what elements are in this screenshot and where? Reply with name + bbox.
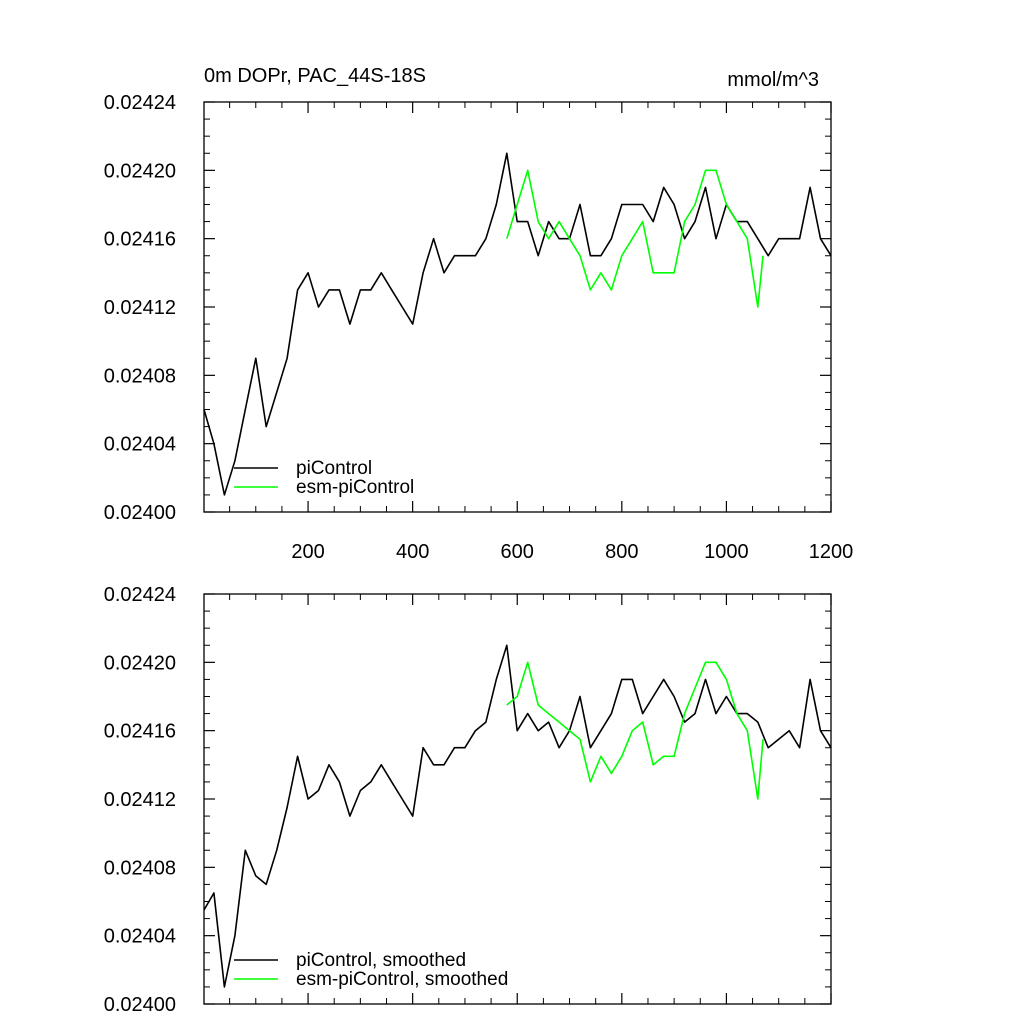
x-tick-label: 600	[501, 541, 534, 563]
legend-label: piControl	[296, 458, 372, 479]
y-tick-label: 0.02400	[104, 994, 176, 1016]
y-tick-label: 0.02424	[104, 584, 176, 606]
units-label: mmol/m^3	[727, 69, 819, 91]
y-tick-label: 0.02420	[104, 160, 176, 182]
y-tick-label: 0.02408	[104, 857, 176, 879]
series-line-esm-picontrol	[506, 169, 764, 308]
legend-label: esm-piControl	[296, 477, 414, 498]
plot-frame	[203, 101, 832, 513]
x-tick-label: 800	[605, 541, 638, 563]
y-tick-label: 0.02404	[104, 926, 176, 948]
y-tick-label: 0.02412	[104, 297, 176, 319]
y-tick-label: 0.02404	[104, 434, 176, 456]
y-tick-label: 0.02420	[104, 652, 176, 674]
x-tick-label: 400	[396, 541, 429, 563]
series-line-picontrol	[203, 644, 832, 988]
y-tick-label: 0.02416	[104, 229, 176, 251]
x-tick-label: 1000	[704, 541, 749, 563]
x-tick-label: 1200	[809, 541, 854, 563]
y-tick-label: 0.02424	[104, 92, 176, 114]
bottom-panel: 0.02400 0.02404 0.02408 0.02412 0.02416 0.024…	[104, 584, 832, 1016]
top-panel: 0m DOPr, PAC_44S-18S mmol/m^3 0.02400 0.0…	[104, 65, 854, 563]
y-tick-label: 0.02416	[104, 721, 176, 743]
chart-title: 0m DOPr, PAC_44S-18S	[204, 65, 426, 87]
x-tick-label: 200	[291, 541, 324, 563]
series-line-esm-picontrol	[506, 661, 764, 800]
y-tick-label: 0.02412	[104, 789, 176, 811]
legend-label: piControl, smoothed	[296, 950, 466, 971]
y-tick-label: 0.02400	[104, 502, 176, 524]
y-tick-label: 0.02408	[104, 365, 176, 387]
plot-frame	[203, 593, 832, 1005]
legend-label: esm-piControl, smoothed	[296, 969, 508, 990]
